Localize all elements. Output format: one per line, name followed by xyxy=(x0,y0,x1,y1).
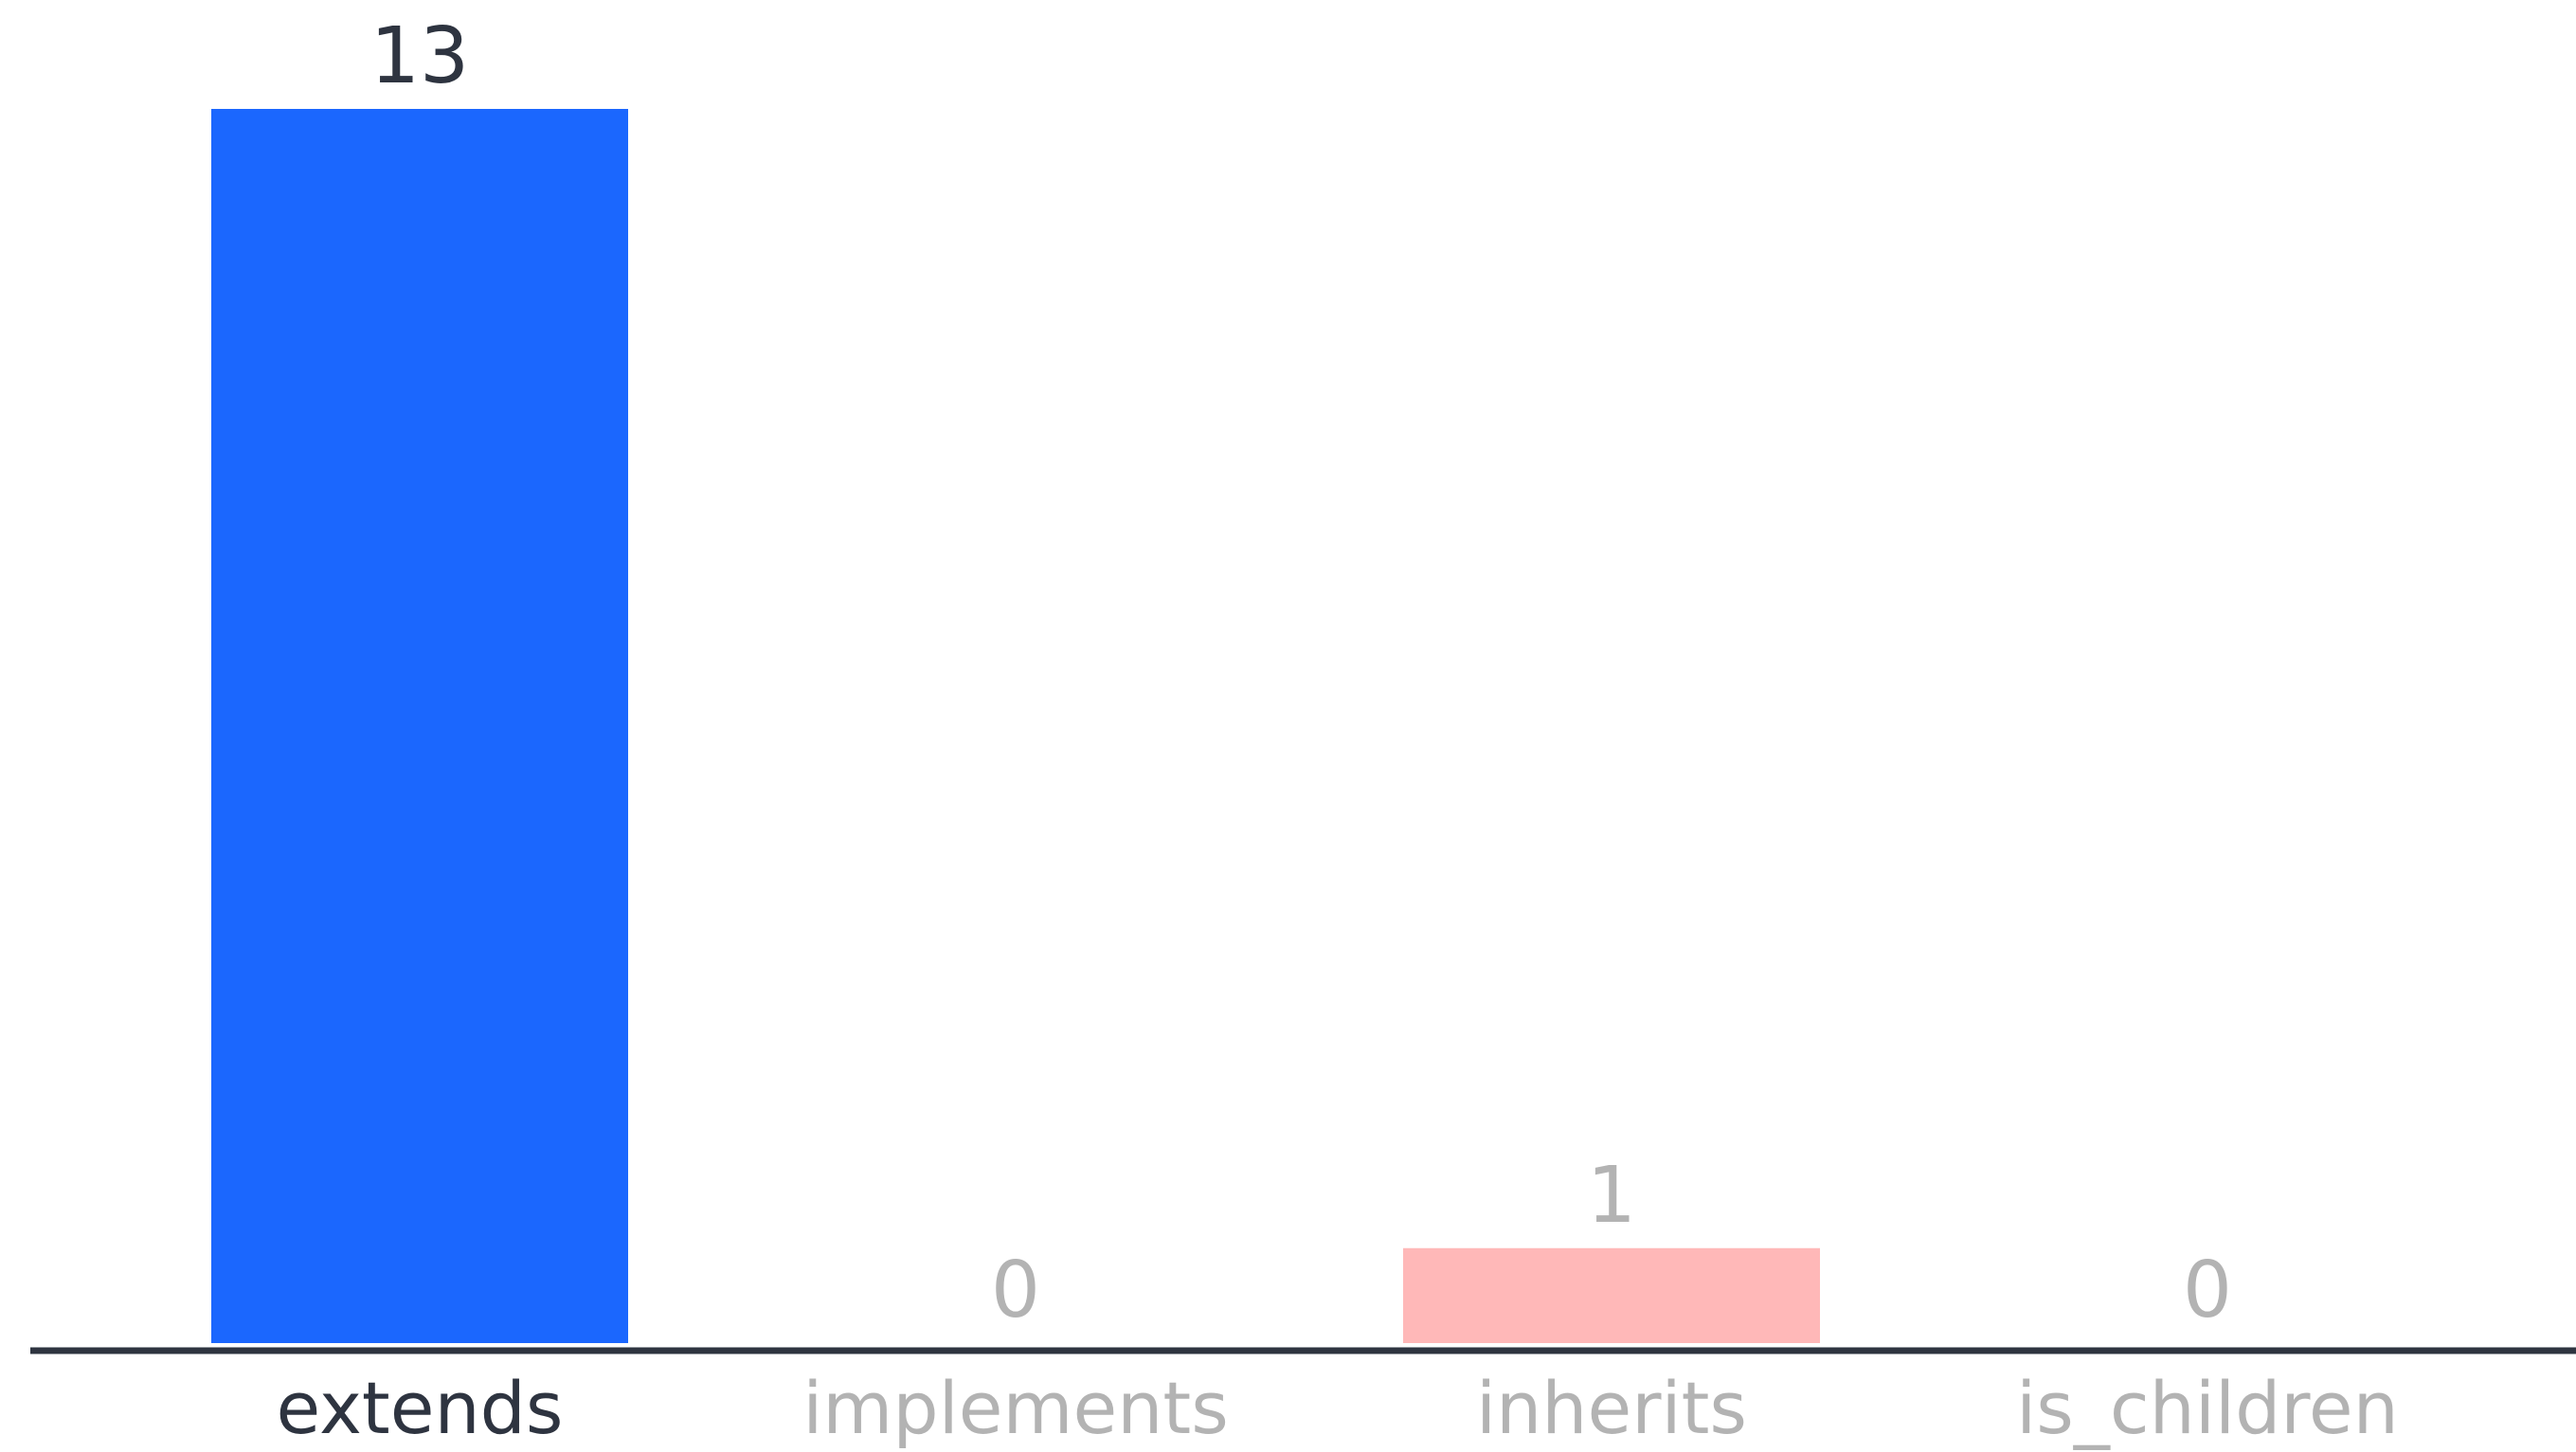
x-tick-label-implements: implements xyxy=(802,1366,1229,1450)
value-label-implements: 0 xyxy=(991,1246,1040,1335)
x-tick-label-extends: extends xyxy=(277,1366,564,1450)
bars-group xyxy=(211,109,1820,1343)
x-tick-label-is-children: is_children xyxy=(2016,1366,2399,1450)
value-label-inherits: 1 xyxy=(1587,1151,1636,1241)
value-label-extends: 13 xyxy=(370,11,469,101)
bar-inherits xyxy=(1403,1247,1820,1343)
value-label-is-children: 0 xyxy=(2183,1246,2232,1335)
value-labels-group: 13 0 1 0 xyxy=(370,11,2232,1335)
x-tick-labels-group: extends implements inherits is_children xyxy=(277,1366,2399,1450)
x-tick-label-inherits: inherits xyxy=(1476,1366,1747,1450)
bar-extends xyxy=(211,109,628,1343)
